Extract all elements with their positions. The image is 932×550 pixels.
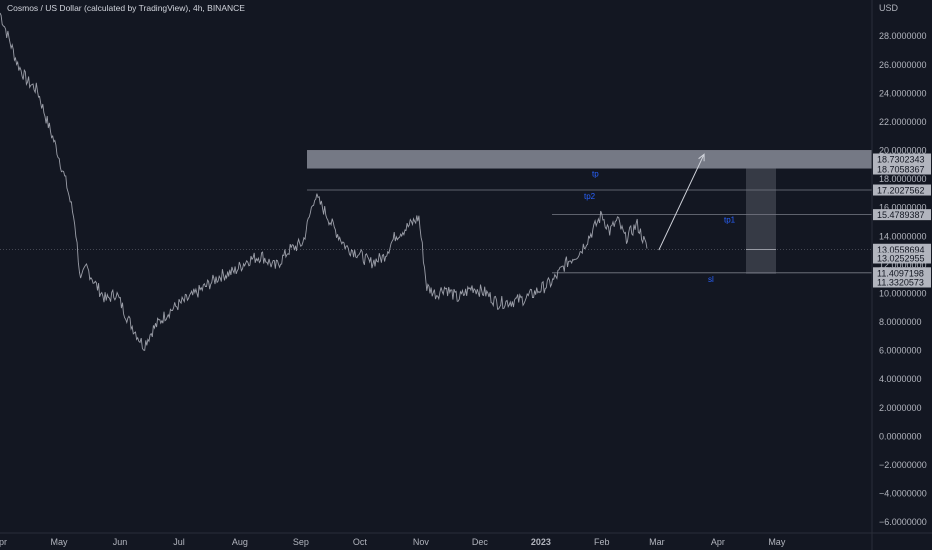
price-axis[interactable]: USD 28.0000000 26.0000000 24.0000000 22.0000… <box>871 0 932 550</box>
tag-last-price-bg <box>873 243 931 255</box>
x-tick-label: Oct <box>353 537 368 547</box>
x-tick-label: May <box>768 537 786 547</box>
x-tick-label: Jul <box>173 537 185 547</box>
y-tick-label: 22.0000000 <box>879 117 927 127</box>
time-axis[interactable]: Apr May Jun Jul Aug Sep Oct Nov Dec 2023 Feb Mar Apr… <box>0 532 932 547</box>
y-tick-label: 6.0000000 <box>879 346 922 356</box>
tag-zone-high-bg <box>873 153 931 165</box>
x-tick-label: Feb <box>594 537 610 547</box>
tag-sl: 11.4097198 <box>877 268 924 278</box>
tag-tp2-bg <box>873 184 931 196</box>
y-tick-label: 26.0000000 <box>879 60 927 70</box>
tag-zone-low-bg <box>873 163 931 175</box>
y-tick-label: 4.0000000 <box>879 374 922 384</box>
level-label-tp1: tp1 <box>724 216 736 225</box>
position-box[interactable] <box>746 168 776 274</box>
tag-position-top: 13.0252955 <box>877 254 925 264</box>
projection-arrow-head <box>698 153 705 162</box>
currency-label: USD <box>879 3 899 13</box>
tag-position-bottom-bg <box>873 276 931 288</box>
y-tick-label: −6.0000000 <box>879 517 927 527</box>
y-tick-label: −4.0000000 <box>879 488 927 498</box>
tag-tp1-bg <box>873 209 931 221</box>
x-tick-label: Dec <box>472 537 489 547</box>
tag-sl-bg <box>873 267 931 279</box>
y-tick-label: 20.0000000 <box>879 146 927 156</box>
y-tick-label: 12.0000000 <box>879 260 927 270</box>
y-tick-label: 0.0000000 <box>879 431 922 441</box>
y-tick-label: 2.0000000 <box>879 403 922 413</box>
x-tick-label: Aug <box>232 537 248 547</box>
y-tick-label: 14.0000000 <box>879 231 927 241</box>
x-tick-label: Sep <box>293 537 309 547</box>
tag-position-top-bg <box>873 252 931 264</box>
y-tick-label: −2.0000000 <box>879 460 927 470</box>
x-tick-label: Nov <box>413 537 430 547</box>
plot-area <box>0 12 648 351</box>
y-tick-label: 10.0000000 <box>879 288 927 298</box>
level-label-sl: sl <box>708 275 714 284</box>
price-series-line <box>0 12 648 351</box>
x-tick-label: Apr <box>711 537 725 547</box>
tag-last-price: 13.0558694 <box>877 245 925 255</box>
tag-zone-low: 18.7058367 <box>877 165 925 175</box>
chart-title: Cosmos / US Dollar (calculated by Tradin… <box>7 3 245 13</box>
target-zone[interactable] <box>307 150 872 169</box>
y-tick-label: 8.0000000 <box>879 317 922 327</box>
tag-tp1: 15.4789387 <box>877 210 925 220</box>
y-tick-label: 18.0000000 <box>879 174 927 184</box>
drawing-layer: tp tp2 tp1 sl <box>307 150 872 284</box>
x-tick-label: Jun <box>113 537 128 547</box>
y-tick-label: 24.0000000 <box>879 88 927 98</box>
projection-arrow[interactable] <box>658 154 705 251</box>
tag-position-bottom: 11.3320573 <box>877 278 924 288</box>
x-tick-label: May <box>50 537 68 547</box>
tag-tp2: 17.2027562 <box>877 186 925 196</box>
target-zone-label: tp <box>592 170 599 179</box>
y-tick-label: 28.0000000 <box>879 31 927 41</box>
level-label-tp2: tp2 <box>584 192 596 201</box>
x-tick-label: 2023 <box>531 537 551 547</box>
x-tick-label: Apr <box>0 537 7 547</box>
y-tick-label: 16.0000000 <box>879 203 927 213</box>
x-tick-label: Mar <box>649 537 665 547</box>
tag-zone-high: 18.7302343 <box>877 155 925 165</box>
